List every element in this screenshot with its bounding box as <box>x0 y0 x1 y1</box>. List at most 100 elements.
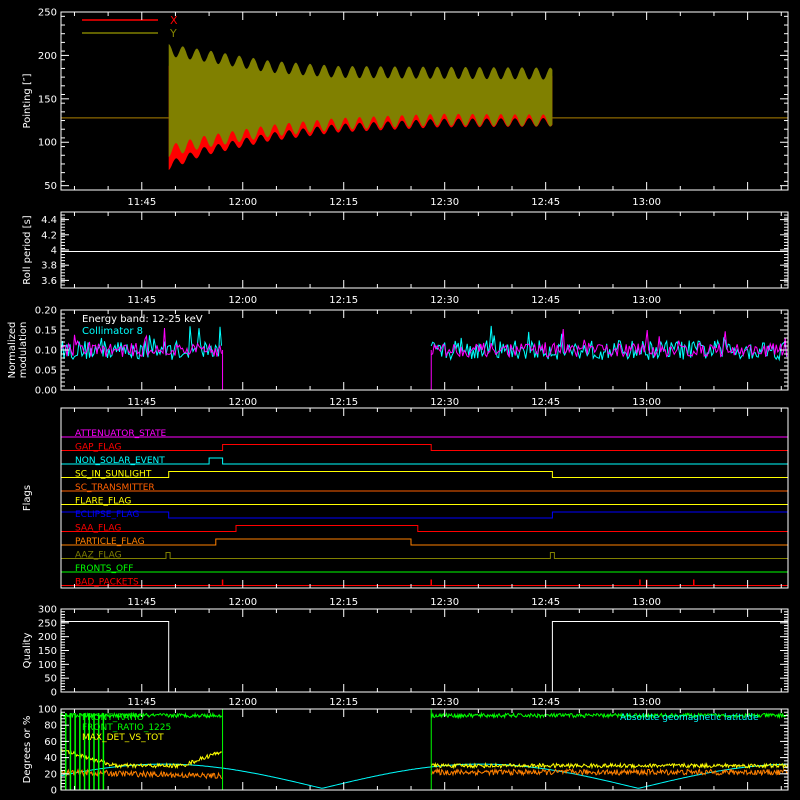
y-tick-label: 250 <box>38 8 57 19</box>
flag-label: GAP_FLAG <box>75 443 121 453</box>
y-tick-label: 60 <box>44 737 57 748</box>
y-tick-label: 4 <box>51 246 57 257</box>
x-tick-label: 12:45 <box>531 697 560 708</box>
y-tick-label: 250 <box>38 618 57 629</box>
series-y-band <box>168 44 553 157</box>
flag-label: ATTENUATOR_STATE <box>75 429 167 439</box>
axes-layer <box>60 11 789 791</box>
y-axis-label: Pointing [″] <box>22 73 33 128</box>
y-axis-label: Quality <box>22 633 33 669</box>
x-tick-label: 12:30 <box>430 197 459 208</box>
x-tick-label: 13:00 <box>632 597 661 608</box>
y-tick-label: 0.05 <box>35 366 57 377</box>
x-tick-label: 12:30 <box>430 597 459 608</box>
x-tick-label: 12:45 <box>531 295 560 306</box>
y-tick-label: 0.15 <box>35 326 57 337</box>
flag-line <box>61 511 789 519</box>
flag-line <box>61 552 788 559</box>
y-axis-label: Degrees or % <box>22 716 33 784</box>
x-tick-label: 11:45 <box>127 697 156 708</box>
x-tick-label: 12:15 <box>329 697 358 708</box>
y-tick-label: 150 <box>38 646 57 657</box>
plot-frame <box>60 11 789 191</box>
x-tick-label: 12:15 <box>329 597 358 608</box>
flag-label: NON_SOLAR_EVENT <box>75 456 165 466</box>
max-det-vs-tot-trace <box>430 761 788 770</box>
y-tick-label: 3.8 <box>41 261 57 272</box>
flag-line <box>61 444 788 451</box>
geomagnetic-latitude-line <box>60 763 788 789</box>
y-axis-label: Flags <box>22 485 33 511</box>
x-tick-label: 12:15 <box>329 197 358 208</box>
flag-line <box>61 471 788 478</box>
y-tick-label: 0.10 <box>35 346 57 357</box>
legend-label: MAX_DET_VS_TOT <box>82 733 164 743</box>
x-tick-label: 11:45 <box>127 197 156 208</box>
y-tick-label: 50 <box>44 181 57 192</box>
y-tick-label: 100 <box>38 660 57 671</box>
quality-line <box>61 621 788 693</box>
y-tick-label: 4.4 <box>41 215 57 226</box>
x-tick-label: 12:45 <box>531 597 560 608</box>
front-ratio-trace <box>430 711 788 720</box>
x-tick-label: 12:30 <box>430 295 459 306</box>
plot-frame <box>60 211 789 289</box>
flag-label: ECLIPSE_FLAG <box>75 510 139 520</box>
y-tick-label: 150 <box>38 94 57 105</box>
y-tick-label: 0.00 <box>35 386 57 397</box>
legend-label-x: X <box>170 14 178 27</box>
y-axis-label: Roll period [s] <box>22 215 33 284</box>
legend-label-collimator-8: Collimator 8 <box>82 326 143 337</box>
x-tick-label: 12:15 <box>329 295 358 306</box>
x-tick-label: 12:00 <box>228 197 257 208</box>
legend-label: FRONT_RATIO <box>82 713 144 723</box>
flag-label: SC_IN_SUNLIGHT <box>75 470 152 480</box>
flag-label: PARTICLE_FLAG <box>75 537 145 547</box>
y-tick-label: 20 <box>44 769 57 780</box>
orange-trace <box>60 768 223 780</box>
x-tick-label: 12:15 <box>329 397 358 408</box>
x-tick-label: 13:00 <box>632 697 661 708</box>
x-tick-label: 11:45 <box>127 295 156 306</box>
legend-label-geomagnetic-latitude: Absolute geomagnetic latitude <box>620 713 759 723</box>
y-axis-label: modulation <box>18 322 29 379</box>
magenta-gap <box>222 350 432 391</box>
y-tick-label: 300 <box>38 605 57 616</box>
y-axis-label: Normalized <box>7 322 18 379</box>
y-tick-label: 100 <box>38 138 57 149</box>
x-tick-label: 12:00 <box>228 597 257 608</box>
flag-label: FRONTS_OFF <box>75 564 133 574</box>
x-tick-label: 12:00 <box>228 295 257 306</box>
x-tick-label: 11:45 <box>127 397 156 408</box>
collimator-8-trace <box>430 325 788 362</box>
flag-label: SC_TRANSMITTER <box>75 483 155 493</box>
text-layer: XY 11:45 12:00 12:15 12:30 12:45 13:00 50 100 150… <box>7 8 759 797</box>
max-det-vs-tot-trace <box>60 748 222 770</box>
flag-line <box>61 457 788 465</box>
y-tick-label: 50 <box>44 674 57 685</box>
y-tick-label: 0.20 <box>35 306 57 317</box>
x-tick-label: 13:00 <box>632 197 661 208</box>
x-tick-label: 11:45 <box>127 597 156 608</box>
legend-label-y: Y <box>169 27 177 40</box>
x-tick-label: 13:00 <box>632 397 661 408</box>
y-tick-label: 0 <box>51 688 57 699</box>
legend-label: FRONT_RATIO_1225 <box>82 723 171 733</box>
y-tick-label: 40 <box>44 753 57 764</box>
orange-trace <box>430 767 788 777</box>
y-tick-label: 100 <box>38 705 57 716</box>
flag-label: AAZ_FLAG <box>75 551 122 561</box>
energy-band-annotation: Energy band: 12-25 keV <box>82 314 203 325</box>
flag-label: SAA_FLAG <box>75 524 121 534</box>
flag-label: FLARE_FLAG <box>75 497 131 507</box>
plot-frame <box>60 407 789 589</box>
y-tick-label: 200 <box>38 632 57 643</box>
x-tick-label: 12:30 <box>430 397 459 408</box>
y-tick-label: 80 <box>44 721 57 732</box>
y-tick-label: 200 <box>38 51 57 62</box>
x-tick-label: 12:45 <box>531 397 560 408</box>
x-tick-label: 12:00 <box>228 397 257 408</box>
plot-frame <box>60 708 789 791</box>
x-tick-label: 12:30 <box>430 697 459 708</box>
y-tick-label: 4.2 <box>41 230 57 241</box>
